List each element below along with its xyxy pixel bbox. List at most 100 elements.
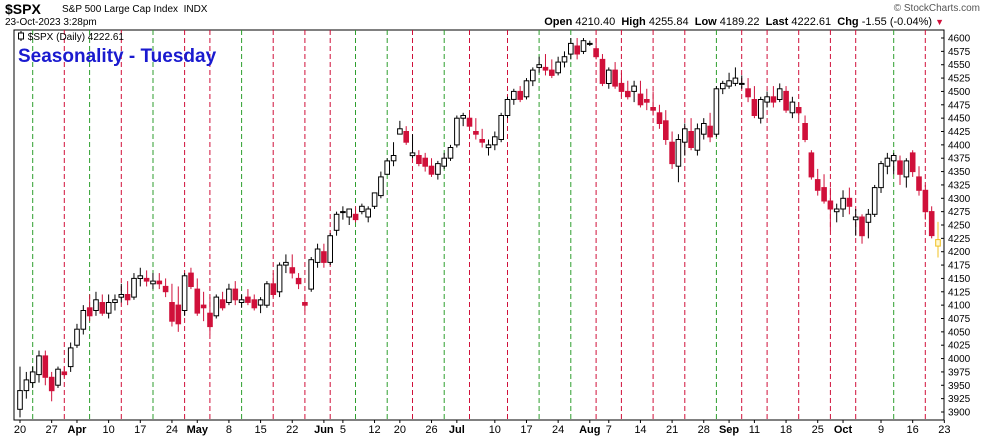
- price-tick-label: 4150: [948, 274, 971, 285]
- candle-body: [587, 42, 593, 45]
- price-gridlines: [941, 37, 944, 413]
- date-tick-label: 10: [103, 424, 115, 436]
- candle-body: [270, 283, 277, 295]
- candle-body: [935, 239, 941, 247]
- candle-body: [511, 90, 517, 100]
- candle-body: [580, 40, 587, 52]
- candle-body: [504, 99, 511, 116]
- candle-body: [637, 93, 644, 106]
- candle-body: [878, 163, 884, 189]
- price-tick-label: 4425: [948, 127, 971, 138]
- candle-body: [460, 115, 466, 119]
- high-label: High: [621, 16, 646, 28]
- price-tick-label: 4200: [948, 247, 971, 258]
- candle-body: [99, 302, 106, 314]
- candle-body: [644, 99, 650, 103]
- price-tick-label: 4225: [948, 234, 971, 245]
- candles: [17, 38, 941, 418]
- candle-body: [207, 312, 213, 328]
- candle-body: [612, 69, 618, 87]
- candle-body: [384, 160, 390, 175]
- candle-body: [447, 147, 454, 159]
- candle-body: [758, 99, 764, 119]
- copyright-link[interactable]: © StockCharts.com: [893, 3, 980, 14]
- last-label: Last: [765, 16, 789, 28]
- price-axis-labels: 3900 3925 3950 3975 4000 4025 4050 4075 4100 4125…: [948, 34, 971, 419]
- candle-body: [871, 187, 878, 215]
- candle-body: [669, 141, 675, 165]
- candle-body: [701, 123, 707, 135]
- candle-body: [352, 213, 359, 221]
- candle-body: [498, 115, 504, 140]
- candle-body: [675, 139, 682, 167]
- candle-body: [378, 176, 384, 197]
- candle-body: [840, 197, 846, 210]
- date-tick-label: 27: [46, 424, 58, 436]
- price-tick-label: 3975: [948, 367, 971, 378]
- candle-body: [251, 299, 258, 309]
- candle-body: [169, 302, 175, 322]
- date-tick-label: 26: [425, 424, 437, 436]
- candle-body: [245, 296, 251, 303]
- date-tick-label: 25: [812, 424, 824, 436]
- candle-body: [656, 112, 663, 125]
- date-tick-label: 21: [666, 424, 678, 436]
- candle-body: [549, 69, 555, 76]
- candle-body: [479, 139, 485, 143]
- price-tick-label: 4525: [948, 74, 971, 85]
- price-tick-label: 4550: [948, 60, 971, 71]
- price-tick-label: 4000: [948, 354, 971, 365]
- candle-body: [846, 197, 853, 207]
- date-tick-label: 5: [340, 424, 346, 436]
- candle-body: [314, 248, 321, 263]
- date-tick-label: 14: [634, 424, 646, 436]
- candle-body: [308, 259, 314, 290]
- candle-body: [175, 304, 182, 325]
- candle-body: [745, 88, 751, 98]
- candle-body: [365, 208, 371, 218]
- candle-body: [29, 371, 36, 384]
- price-tick-label: 4075: [948, 314, 971, 325]
- candle-body: [802, 123, 808, 140]
- candle-body: [397, 128, 403, 135]
- candle-body: [276, 264, 283, 293]
- candle-body: [682, 128, 688, 143]
- candle-body: [770, 96, 777, 103]
- price-tick-label: 4325: [948, 180, 971, 191]
- date-tick-label: 20: [14, 424, 26, 436]
- candle-body: [663, 120, 669, 141]
- plot-frame: [13, 29, 945, 421]
- price-tick-label: 4300: [948, 194, 971, 205]
- candle-body: [568, 42, 574, 55]
- legend-text: $SPX (Daily) 4222.61: [27, 32, 124, 43]
- down-arrow-icon: ▼: [935, 17, 944, 27]
- candle-body: [321, 251, 327, 263]
- candle-body: [909, 152, 916, 173]
- candle-body: [814, 179, 821, 191]
- candle-body: [409, 152, 416, 157]
- candle-body: [517, 90, 524, 100]
- price-tick-label: 4050: [948, 327, 971, 338]
- date-tick-label: Apr: [68, 424, 88, 436]
- price-tick-label: 4025: [948, 341, 971, 352]
- candle-body: [865, 213, 872, 223]
- candle-body: [428, 165, 435, 175]
- candle-body: [833, 208, 840, 213]
- candle-body: [194, 288, 201, 314]
- candle-body: [764, 96, 770, 103]
- date-tick-label: Oct: [834, 424, 853, 436]
- candle-body: [530, 69, 536, 82]
- index-description: S&P 500 Large Cap Index INDX: [62, 4, 207, 15]
- candle-body: [751, 99, 758, 116]
- candle-body: [916, 176, 922, 191]
- candle-body: [150, 280, 156, 285]
- candle-body: [200, 304, 207, 309]
- candle-body: [61, 371, 68, 376]
- candle-body: [859, 216, 865, 237]
- candle-body: [884, 157, 891, 167]
- candle-body: [118, 294, 125, 298]
- candle-body: [390, 155, 397, 162]
- candle-body: [124, 294, 131, 301]
- candle-body: [485, 144, 492, 149]
